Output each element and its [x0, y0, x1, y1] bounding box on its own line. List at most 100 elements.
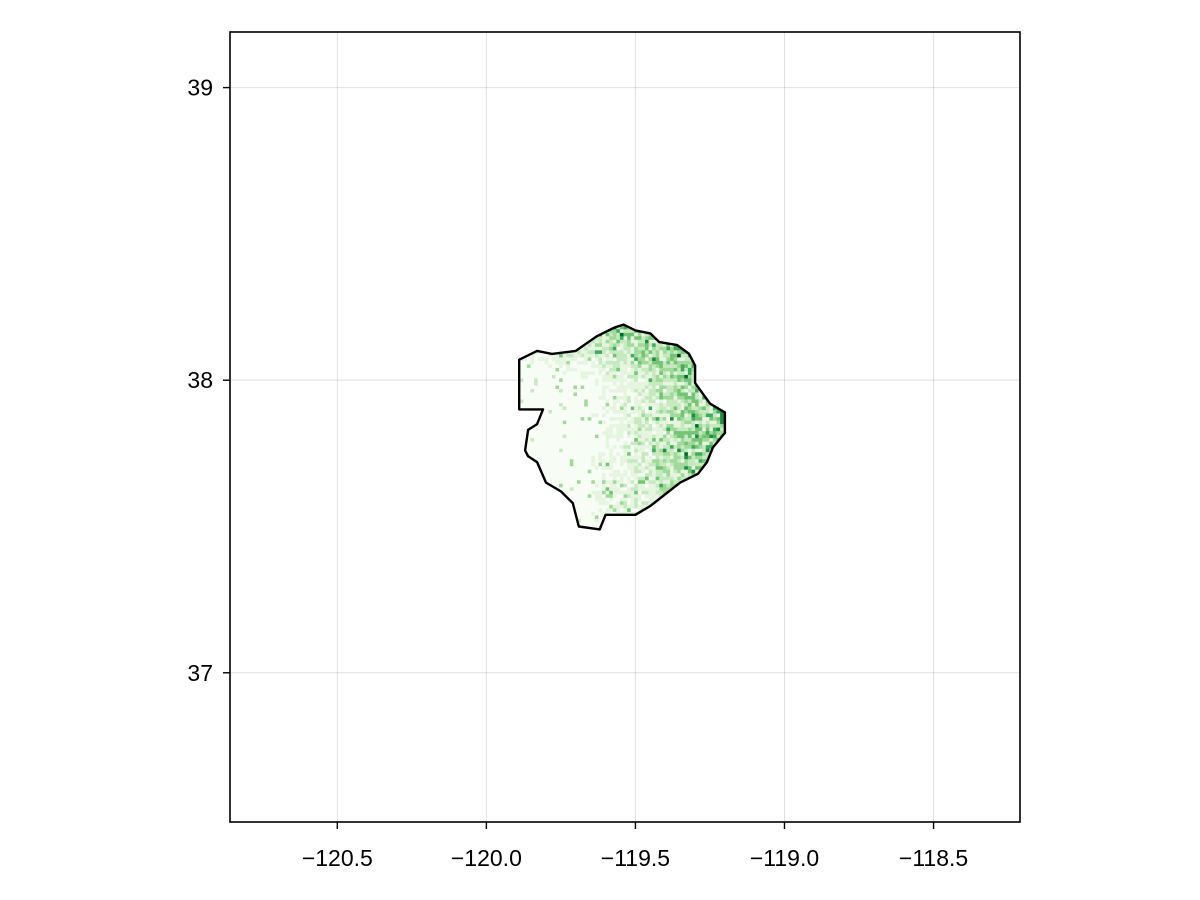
raster-cell	[677, 391, 682, 396]
raster-cell	[559, 476, 564, 481]
raster-cell	[673, 388, 678, 393]
raster-cell	[580, 518, 585, 523]
raster-cell	[666, 356, 671, 361]
raster-cell	[577, 409, 582, 414]
raster-cell	[645, 409, 650, 414]
raster-cell	[544, 391, 549, 396]
raster-cell	[645, 339, 650, 344]
raster-cell	[566, 434, 571, 439]
raster-cell	[594, 521, 600, 526]
raster-cell	[580, 413, 585, 418]
raster-cell	[627, 377, 632, 382]
raster-cell	[580, 444, 585, 449]
raster-cell	[594, 423, 600, 428]
raster-cell	[530, 441, 535, 446]
raster-cell	[587, 441, 592, 446]
raster-cell	[641, 423, 646, 428]
raster-cell	[548, 472, 553, 477]
raster-cell	[569, 374, 574, 379]
raster-cell	[573, 444, 578, 449]
raster-cell	[616, 405, 621, 410]
raster-cell	[594, 458, 600, 463]
raster-cell	[709, 413, 714, 418]
raster-cell	[602, 448, 607, 453]
raster-cell	[612, 500, 617, 505]
raster-cell	[705, 405, 710, 410]
raster-cell	[687, 360, 693, 365]
raster-cell	[544, 409, 549, 414]
raster-cell	[662, 413, 668, 418]
raster-cell	[687, 427, 693, 432]
raster-cell	[627, 434, 632, 439]
raster-cell	[580, 370, 585, 375]
raster-cell	[584, 363, 589, 368]
raster-cell	[634, 504, 639, 509]
raster-cell	[634, 441, 639, 446]
raster-cell	[552, 398, 557, 403]
raster-cell	[641, 398, 646, 403]
raster-cell	[673, 430, 678, 435]
raster-cell	[637, 413, 642, 418]
raster-cell	[695, 413, 700, 418]
raster-cell	[691, 374, 696, 379]
raster-cell	[698, 465, 703, 470]
raster-cell	[587, 370, 592, 375]
raster-cell	[634, 349, 639, 354]
raster-cell	[684, 384, 689, 389]
raster-cell	[652, 349, 657, 354]
raster-cell	[630, 391, 635, 396]
raster-cell	[598, 381, 603, 386]
raster-cell	[591, 349, 596, 354]
raster-cell	[552, 451, 557, 456]
raster-cell	[552, 367, 557, 372]
raster-cell	[602, 374, 607, 379]
raster-cell	[630, 472, 635, 477]
raster-cell	[637, 349, 642, 354]
raster-cell	[591, 391, 596, 396]
raster-cell	[541, 381, 546, 386]
raster-cell	[598, 458, 603, 463]
raster-cell	[594, 353, 600, 358]
raster-cell	[602, 342, 607, 347]
raster-cell	[641, 360, 646, 365]
raster-cell	[680, 377, 685, 382]
raster-cell	[616, 353, 621, 358]
raster-cell	[627, 444, 632, 449]
raster-cell	[609, 356, 614, 361]
raster-cell	[584, 402, 589, 407]
raster-cell	[720, 416, 725, 421]
raster-cell	[666, 381, 671, 386]
raster-cell	[602, 377, 607, 382]
raster-cell	[630, 500, 635, 505]
raster-cell	[602, 402, 607, 407]
raster-cell	[627, 479, 632, 484]
raster-cell	[705, 420, 710, 425]
raster-cell	[609, 472, 614, 477]
raster-cell	[659, 430, 664, 435]
raster-cell	[569, 395, 574, 400]
raster-cell	[637, 377, 642, 382]
raster-cell	[652, 493, 657, 498]
raster-cell	[627, 420, 632, 425]
raster-cell	[641, 476, 646, 481]
raster-cell	[670, 346, 675, 351]
raster-cell	[559, 444, 564, 449]
raster-cell	[641, 349, 646, 354]
raster-cell	[569, 472, 574, 477]
raster-cell	[562, 356, 567, 361]
raster-cell	[630, 479, 635, 484]
raster-cell	[695, 423, 700, 428]
raster-cell	[662, 353, 668, 358]
raster-cell	[537, 388, 542, 393]
raster-cell	[720, 430, 725, 435]
raster-cell	[691, 395, 696, 400]
raster-cell	[641, 384, 646, 389]
raster-cell	[641, 377, 646, 382]
raster-cell	[566, 455, 571, 460]
raster-cell	[612, 507, 617, 512]
raster-cell	[555, 377, 560, 382]
raster-cell	[612, 455, 617, 460]
raster-cell	[598, 486, 603, 491]
raster-cell	[559, 458, 564, 463]
raster-cell	[716, 430, 721, 435]
